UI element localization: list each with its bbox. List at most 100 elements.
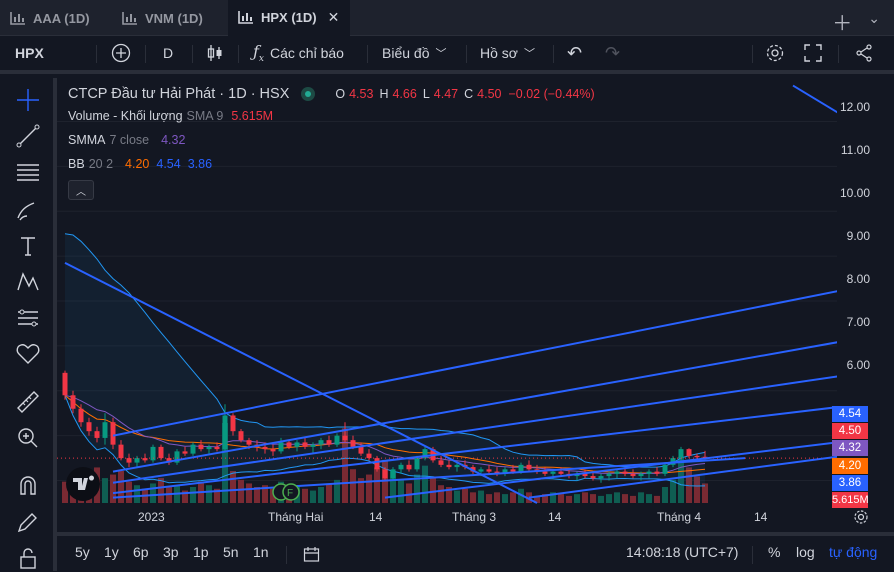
time-axis[interactable]: 2023 Tháng Hai 14 Tháng 3 14 Tháng 4 14: [57, 505, 837, 529]
candle-body: [366, 453, 372, 459]
settings-button[interactable]: [765, 36, 785, 70]
volume-bar: [238, 479, 244, 503]
ohlc-low: 4.47: [433, 87, 459, 101]
volume-bar: [214, 488, 220, 503]
undo-button[interactable]: ↶: [567, 36, 582, 70]
chevron-down-icon: ﹀: [523, 48, 535, 60]
candle-body: [126, 458, 132, 463]
magnet-icon[interactable]: [14, 472, 42, 500]
tab-hpx[interactable]: HPX (1D) ✕: [228, 0, 350, 36]
gear-icon[interactable]: [853, 509, 869, 525]
price-axis[interactable]: 12.00 11.00 10.00 9.00 8.00 7.00 6.00 4.…: [832, 78, 894, 528]
time-tick: Tháng Hai: [268, 510, 324, 524]
candle-body: [222, 415, 228, 450]
add-tab-icon[interactable]: ＋: [832, 13, 853, 35]
chart-pane[interactable]: F: [57, 78, 837, 528]
volume-bar: [182, 490, 188, 503]
volume-bar: [670, 479, 676, 503]
candle-body: [622, 471, 628, 474]
chart-tab-icon: [122, 11, 137, 25]
volume-bar: [366, 474, 372, 503]
log-toggle[interactable]: log: [796, 544, 815, 560]
volume-price-label: 5.615M: [832, 492, 869, 508]
gear-icon: [766, 44, 784, 62]
auto-scale-toggle[interactable]: tự động: [829, 544, 878, 560]
indicators-button[interactable]: ƒx Các chỉ báo: [253, 36, 344, 70]
volume-bar: [486, 494, 492, 503]
volume-bar: [654, 495, 660, 503]
clock[interactable]: 14:08:18 (UTC+7): [626, 544, 739, 560]
range-1p[interactable]: 1p: [193, 544, 209, 560]
forecast-icon[interactable]: [14, 304, 42, 332]
range-1n[interactable]: 1n: [253, 544, 269, 560]
interval-button[interactable]: D: [163, 36, 173, 70]
zoom-in-icon[interactable]: [14, 424, 42, 452]
candle-body: [510, 469, 516, 472]
ruler-icon[interactable]: [14, 388, 42, 416]
volume-bar: [350, 469, 356, 503]
volume-bar: [334, 479, 340, 503]
symbol-label: HPX: [15, 45, 44, 61]
symbol-search-button[interactable]: HPX: [15, 36, 44, 70]
volume-bar: [542, 494, 548, 503]
profile-dropdown[interactable]: Hồ sơ ﹀: [480, 36, 535, 70]
candle-body: [326, 440, 332, 445]
volume-bar: [430, 478, 436, 503]
range-6p[interactable]: 6p: [133, 544, 149, 560]
share-button[interactable]: [855, 36, 873, 70]
percent-toggle[interactable]: %: [768, 544, 781, 560]
price-tick: 12.00: [839, 100, 870, 114]
fullscreen-button[interactable]: [804, 36, 822, 70]
candle-body: [238, 431, 244, 441]
financials-marker-letter: F: [287, 488, 293, 499]
volume-params: SMA 9: [186, 109, 224, 123]
candle-body: [214, 446, 220, 450]
smma-params: 7 close: [109, 133, 150, 147]
time-tick: 14: [548, 510, 562, 524]
chevron-down-icon[interactable]: ⌄: [868, 10, 880, 26]
chart-type-dropdown[interactable]: Biểu đồ ﹀: [382, 36, 446, 70]
collapse-legend-button[interactable]: ︿: [68, 180, 94, 200]
redo-button[interactable]: ↷: [605, 36, 620, 70]
range-5n[interactable]: 5n: [223, 544, 239, 560]
text-icon[interactable]: [14, 232, 42, 260]
candle-body: [526, 464, 532, 470]
compare-button[interactable]: [111, 36, 131, 70]
volume-value: 5.615M: [231, 109, 274, 123]
lock-icon[interactable]: [14, 544, 42, 572]
price-tick: 7.00: [846, 315, 870, 329]
candle-body: [118, 444, 124, 459]
range-1y[interactable]: 1y: [104, 544, 119, 560]
lock-pencil-icon[interactable]: [14, 508, 42, 536]
fib-lines-icon[interactable]: [14, 158, 42, 186]
close-icon[interactable]: ✕: [327, 8, 340, 25]
volume-bar: [638, 492, 644, 503]
range-3p[interactable]: 3p: [163, 544, 179, 560]
date-range-icon[interactable]: [303, 546, 320, 563]
interval-label: D: [163, 45, 174, 61]
tab-vnm[interactable]: VNM (1D): [112, 0, 213, 36]
volume-bar: [102, 478, 108, 503]
chevron-up-icon: ︿: [76, 186, 86, 198]
crosshair-icon[interactable]: [14, 86, 42, 114]
price-plot[interactable]: F: [57, 78, 837, 528]
brush-icon[interactable]: [14, 196, 42, 224]
volume-bar: [558, 494, 564, 503]
smma-value: 4.32: [161, 133, 186, 147]
heart-icon[interactable]: [14, 340, 42, 368]
pattern-icon[interactable]: [14, 268, 42, 296]
volume-bar: [646, 494, 652, 503]
trend-line-icon[interactable]: [14, 122, 42, 150]
volume-bar: [318, 487, 324, 503]
last-price-label: 4.50: [832, 423, 868, 439]
candle-body: [270, 449, 276, 452]
volume-bar: [134, 485, 140, 503]
chart-tab-icon: [238, 10, 253, 24]
candle-body: [438, 460, 444, 465]
financials-marker-icon: [282, 483, 300, 501]
tab-aaa[interactable]: AAA (1D): [0, 0, 100, 36]
candle-type-button[interactable]: [206, 36, 224, 70]
candle-body: [150, 446, 156, 461]
range-5y[interactable]: 5y: [75, 544, 90, 560]
bottom-toolbar: 5y 1y 6p 3p 1p 5n 1n 14:08:18 (UTC+7) % …: [57, 532, 894, 571]
